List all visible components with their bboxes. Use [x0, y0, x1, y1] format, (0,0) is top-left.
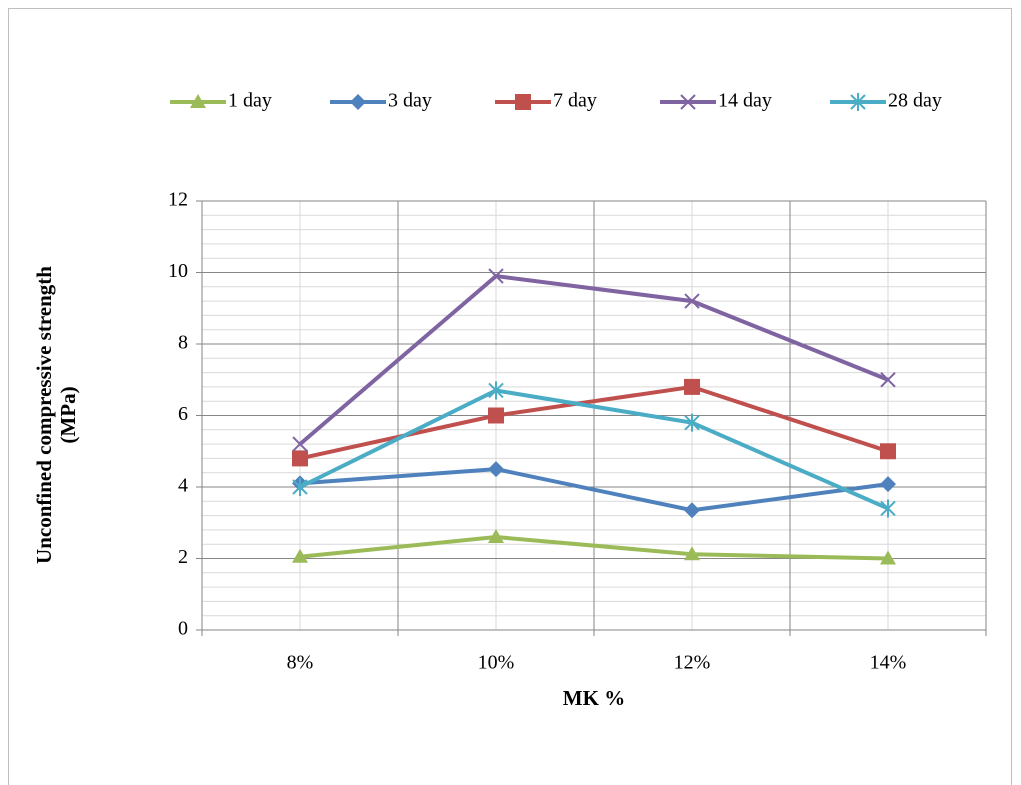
marker: [350, 94, 366, 110]
marker: [684, 378, 700, 395]
marker: [488, 407, 504, 424]
y-tick-label: 8: [178, 332, 188, 354]
marker: [684, 293, 700, 309]
marker: [880, 372, 896, 388]
marker: [488, 381, 504, 400]
series-line: [299, 535, 889, 561]
series-line: [299, 467, 889, 513]
marker: [880, 499, 896, 518]
marker: [880, 550, 896, 565]
marker: [190, 94, 206, 108]
y-tick-label: 0: [178, 618, 188, 640]
marker: [292, 436, 308, 452]
marker: [684, 413, 700, 432]
series-line: [298, 273, 889, 446]
x-tick-label: 12%: [674, 652, 711, 674]
y-tick-label: 2: [178, 546, 188, 568]
marker: [680, 94, 696, 110]
marker: [880, 476, 896, 493]
y-axis-label: Unconfined compressive strength (MPa): [32, 266, 80, 564]
marker: [292, 478, 308, 496]
marker: [488, 268, 504, 284]
legend-label: 28 day: [888, 90, 942, 112]
marker: [850, 93, 866, 111]
marker: [488, 529, 504, 544]
marker: [515, 94, 531, 110]
x-tick-label: 8%: [287, 652, 314, 674]
marker: [880, 443, 896, 460]
y-tick-label: 6: [178, 403, 188, 425]
y-axis-label-line: Unconfined compressive strength: [32, 266, 56, 564]
legend-label: 3 day: [388, 90, 432, 112]
marker: [684, 546, 700, 561]
marker: [488, 461, 504, 478]
series-line: [299, 388, 889, 511]
x-axis-label: MK %: [563, 686, 625, 710]
marker: [292, 548, 308, 563]
legend-label: 1 day: [228, 90, 272, 112]
x-tick-label: 10%: [478, 652, 515, 674]
y-tick-label: 4: [178, 475, 188, 497]
legend-label: 14 day: [718, 90, 772, 112]
marker: [292, 450, 308, 467]
y-tick-label: 10: [168, 260, 188, 282]
chart-border: [8, 8, 1012, 785]
marker: [684, 502, 700, 519]
y-axis-label-line: (MPa): [56, 386, 80, 443]
y-tick-label: 12: [168, 189, 188, 211]
legend-label: 7 day: [553, 90, 597, 112]
x-tick-label: 14%: [870, 652, 907, 674]
